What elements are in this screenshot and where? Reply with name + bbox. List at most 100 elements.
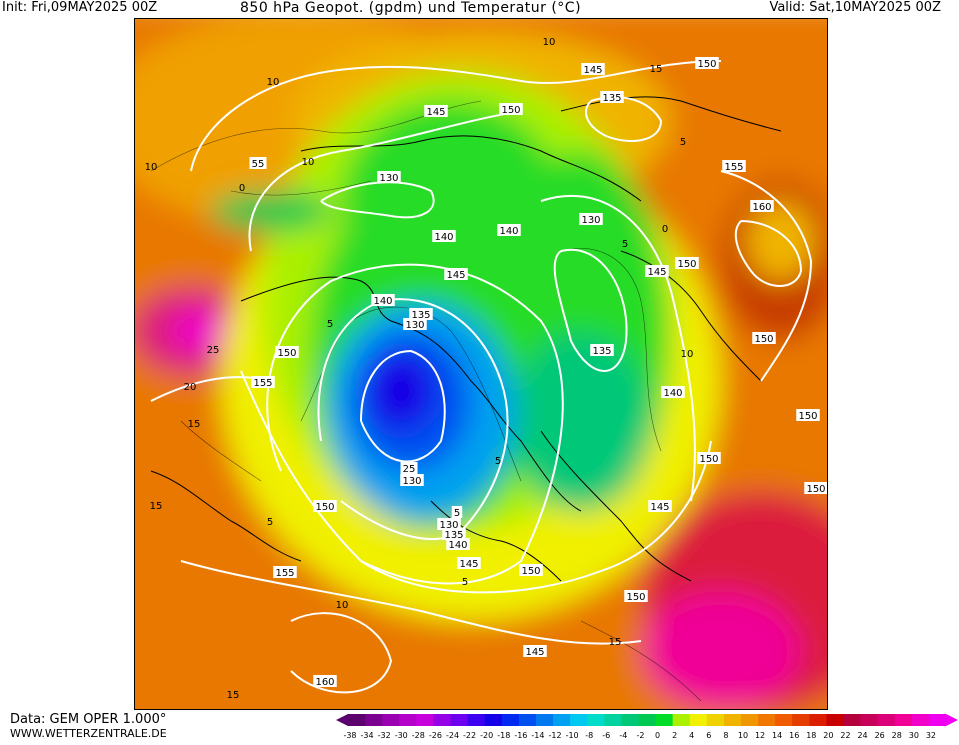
svg-text:145: 145 [446,270,465,281]
legend-tick-label: -20 [480,731,493,740]
geopotential-label: 150 [675,257,699,270]
legend-tick-label: 28 [892,731,902,740]
geopotential-label: 130 [437,518,461,531]
legend-tick-label: -6 [602,731,610,740]
color-legend: -38 -34 -32 -30 -28 -26 -24 -22 -20 -18 -16 -14 -12-… [336,713,958,741]
geopotential-label: 150 [695,57,719,70]
legend-tick-label: 30 [909,731,919,740]
geopotential-label: 140 [661,386,685,399]
legend-swatch [433,714,452,726]
svg-text:150: 150 [798,411,817,422]
geopotential-label: 145 [424,105,448,118]
legend-tick-label: 14 [772,731,782,740]
temperature-label: 15 [150,501,163,512]
svg-text:5: 5 [454,508,460,519]
temperature-field [135,19,827,709]
legend-swatch [621,714,639,726]
legend-swatch [758,714,776,726]
legend-swatch [604,714,622,726]
svg-text:140: 140 [663,388,682,399]
legend-swatch [911,714,930,726]
legend-tick-label: -38 [343,731,356,740]
svg-text:160: 160 [315,677,334,688]
temperature-label: 15 [227,690,240,701]
temperature-label: 10 [267,77,280,88]
svg-text:135: 135 [444,530,463,541]
legend-swatch [416,714,434,726]
legend-swatch [467,714,486,726]
chart-title: 850 hPa Geopot. (gpdm) und Temperatur (°… [240,0,582,16]
legend-tick-label: -22 [463,731,476,740]
init-time: Init: Fri,09MAY2025 00Z [2,0,158,15]
svg-text:145: 145 [459,559,478,570]
geopotential-label: 135 [409,308,433,321]
legend-swatch [570,714,588,726]
temperature-label: 10 [543,37,556,48]
geopotential-label: 150 [313,500,337,513]
svg-text:130: 130 [405,320,424,331]
svg-text:150: 150 [277,348,296,359]
svg-text:140: 140 [434,232,453,243]
svg-text:130: 130 [439,520,458,531]
legend-tick-label: 8 [723,731,728,740]
svg-text:150: 150 [501,105,520,116]
geopotential-label: 55 [249,157,267,170]
legend-tick-label: -28 [412,731,425,740]
legend-tick-label: 32 [926,731,936,740]
temperature-label: 15 [188,419,201,430]
valid-time: Valid: Sat,10MAY2025 00Z [769,0,941,15]
geopotential-label: 145 [457,557,481,570]
legend-swatch [484,714,503,726]
legend-tick-label: -4 [619,731,627,740]
geopotential-label: 130 [579,213,603,226]
temperature-label: 5 [495,456,501,467]
legend-tick-label: 22 [840,731,850,740]
temperature-label: 10 [145,162,158,173]
legend-tick-label: 6 [706,731,711,740]
geopotential-label: 130 [377,171,401,184]
svg-text:145: 145 [583,65,602,76]
legend-tick-label: 0 [655,731,660,740]
geopotential-label: 155 [251,376,275,389]
temperature-label: 0 [662,224,668,235]
svg-text:150: 150 [699,454,718,465]
legend-swatch [775,714,793,726]
legend-tick-label: 26 [875,731,885,740]
svg-text:140: 140 [373,296,392,307]
geopotential-label: 160 [313,675,337,688]
svg-text:145: 145 [525,647,544,658]
svg-text:155: 155 [724,162,743,173]
legend-tick-label: -18 [497,731,510,740]
svg-text:145: 145 [647,267,666,278]
legend-swatch [894,714,913,726]
temperature-label: 15 [650,64,663,75]
legend-swatch [723,714,742,726]
geopotential-label: 150 [624,590,648,603]
temperature-label: 5 [327,319,333,330]
website-link[interactable]: WWW.WETTERZENTRALE.DE [10,727,167,740]
legend-tick-label: -2 [636,731,644,740]
legend-tick-label: -10 [566,731,579,740]
legend-tick-label: -34 [361,731,374,740]
svg-text:150: 150 [521,566,540,577]
svg-text:150: 150 [697,59,716,70]
svg-text:155: 155 [275,568,294,579]
legend-swatch [638,714,657,726]
geopotential-label: 160 [750,200,774,213]
legend-swatch [535,714,554,726]
svg-text:25: 25 [403,464,416,475]
geopotential-label: 155 [273,566,297,579]
geopotential-label: 135 [442,528,466,541]
legend-tick-label: 4 [689,731,694,740]
legend-tick-label: 16 [789,731,799,740]
svg-text:145: 145 [426,107,445,118]
geopotential-label: 135 [590,344,614,357]
legend-swatch [553,714,571,726]
legend-swatch [706,714,725,726]
svg-text:55: 55 [252,159,265,170]
legend-tick-label: -32 [378,731,391,740]
geopotential-label: 140 [497,224,521,237]
legend-swatch [792,714,810,726]
temperature-label: 5 [462,577,468,588]
geopotential-label: 150 [796,409,820,422]
